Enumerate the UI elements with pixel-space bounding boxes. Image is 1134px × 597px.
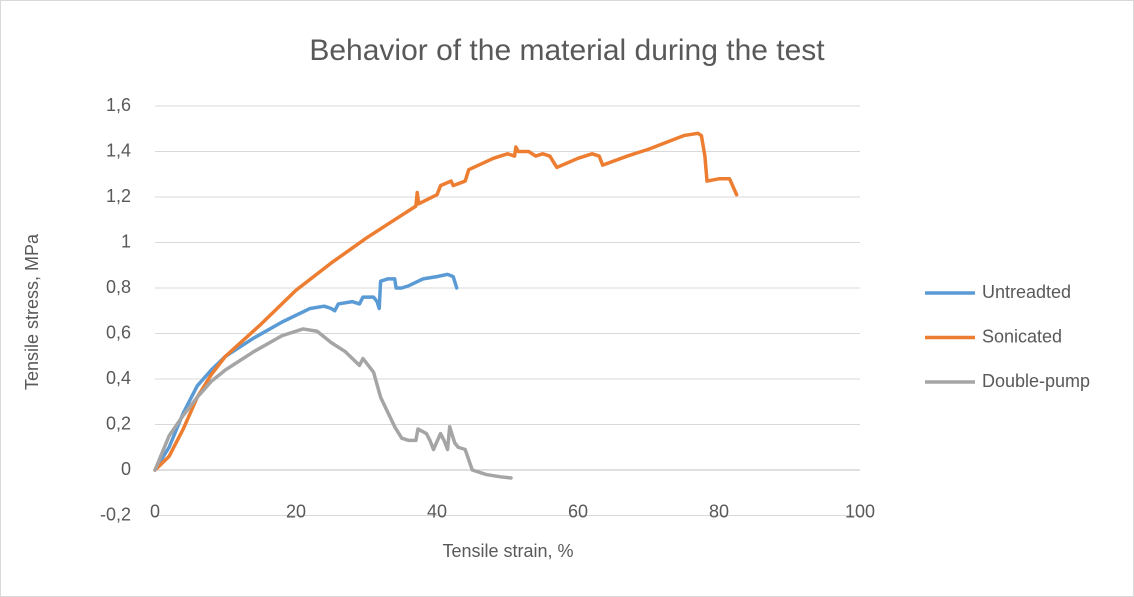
legend-label: Double-pump bbox=[982, 371, 1090, 391]
y-tick-label: 1 bbox=[121, 231, 131, 251]
x-tick-label: 0 bbox=[150, 501, 160, 521]
x-tick-label: 80 bbox=[709, 501, 729, 521]
y-tick-label: 0,2 bbox=[106, 413, 131, 433]
y-tick-label: 1,6 bbox=[106, 95, 131, 115]
legend-label: Untreadted bbox=[982, 282, 1071, 302]
x-axis-label: Tensile strain, % bbox=[442, 541, 573, 561]
y-tick-label: 0 bbox=[121, 459, 131, 479]
data-line bbox=[153, 131, 739, 472]
x-tick-label: 20 bbox=[286, 501, 306, 521]
y-tick-label: 0,6 bbox=[106, 322, 131, 342]
x-tick-label: 60 bbox=[568, 501, 588, 521]
chart-title: Behavior of the material during the test bbox=[309, 34, 825, 67]
y-tick-label: 1,4 bbox=[106, 140, 131, 160]
legend-label: Sonicated bbox=[982, 326, 1062, 346]
y-tick-label: 1,2 bbox=[106, 186, 131, 206]
y-tick-label: -0,2 bbox=[100, 504, 131, 524]
y-tick-label: 0,8 bbox=[106, 277, 131, 297]
x-tick-label: 40 bbox=[427, 501, 447, 521]
y-axis-label: Tensile stress, MPa bbox=[22, 233, 42, 390]
x-tick-label: 100 bbox=[845, 501, 875, 521]
data-line bbox=[153, 327, 513, 480]
y-tick-label: 0,4 bbox=[106, 368, 131, 388]
